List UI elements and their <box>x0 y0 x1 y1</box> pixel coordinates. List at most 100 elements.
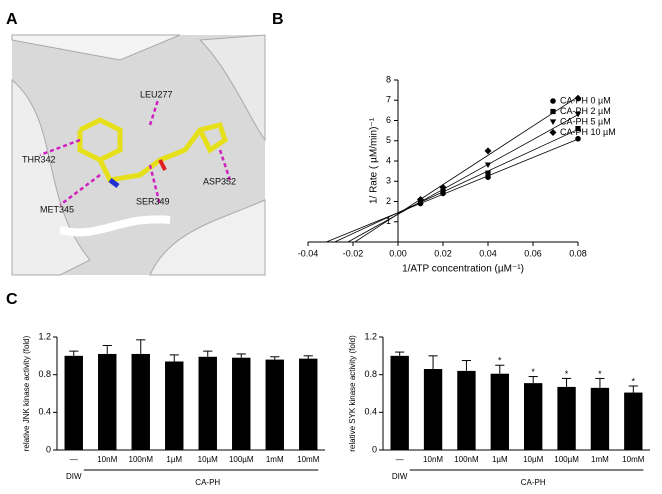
y-tick-label: 0.8 <box>364 369 377 379</box>
x-tick-label: -0.04 <box>298 248 319 258</box>
x-tick-label: 10nM <box>423 455 443 464</box>
panel-label: A <box>6 11 18 28</box>
bar <box>423 369 443 450</box>
residue-label: LEU277 <box>140 89 173 99</box>
bar <box>624 392 643 450</box>
point <box>574 111 582 118</box>
x-axis-label: 1/ATP concentration (µM⁻¹) <box>402 264 524 275</box>
y-axis-label: 1/ Rate ( µM/min)⁻¹ <box>369 117 380 204</box>
x-tick-label: 0.06 <box>524 248 542 258</box>
significance-label: * <box>531 367 535 377</box>
bar <box>299 358 318 450</box>
bar <box>490 373 509 450</box>
y-tick-label: 0.4 <box>364 407 377 417</box>
legend-label: CA-PH 10 µM <box>560 127 616 137</box>
bar <box>557 386 576 450</box>
x-tick-label: 10µM <box>198 455 219 464</box>
point <box>485 174 491 180</box>
group-label: DIW <box>392 472 408 481</box>
y-tick-label: 1 <box>386 216 391 226</box>
y-tick-label: 3 <box>386 176 391 186</box>
y-tick-label: 5 <box>386 135 391 145</box>
group-label: CA-PH <box>521 478 546 487</box>
panel-label: B <box>272 11 284 28</box>
bar <box>64 355 83 450</box>
x-tick-label: 10mM <box>297 455 320 464</box>
point <box>485 170 491 176</box>
y-tick-label: 1.2 <box>364 331 377 341</box>
x-tick-label: 0.00 <box>389 248 407 258</box>
y-tick-label: 8 <box>386 74 391 84</box>
y-tick-label: 0 <box>372 444 377 454</box>
y-tick-label: 1.2 <box>38 331 51 341</box>
group-label: CA-PH <box>195 478 220 487</box>
y-tick-label: 2 <box>386 196 391 206</box>
legend-marker <box>550 108 556 115</box>
y-axis-label: relative JNK kinase activity (fold) <box>22 335 31 451</box>
bar <box>165 361 184 450</box>
point <box>575 135 581 142</box>
residue-label: ASP352 <box>203 176 236 186</box>
x-tick-label: 10mM <box>622 455 645 464</box>
x-tick-label: 1mM <box>266 455 284 464</box>
legend-label: CA-PH 2 µM <box>560 106 611 116</box>
point <box>575 126 581 132</box>
significance-label: * <box>632 376 636 386</box>
x-tick-label: 0.04 <box>479 248 497 258</box>
point <box>417 195 424 203</box>
x-tick-label: 100nM <box>129 455 154 464</box>
x-tick-label: 10nM <box>97 455 117 464</box>
legend-marker <box>549 119 557 125</box>
x-tick-label: — <box>70 455 78 464</box>
x-tick-label: 0.08 <box>569 248 587 258</box>
fit-line <box>326 138 579 243</box>
legend-marker <box>550 98 556 104</box>
legend-label: CA-PH 0 µM <box>560 95 611 105</box>
bar <box>232 357 251 450</box>
x-tick-label: 100nM <box>454 455 479 464</box>
x-tick-label: 0.02 <box>434 248 452 258</box>
x-tick-label: 100µM <box>229 455 254 464</box>
group-label: DIW <box>66 472 82 481</box>
legend-marker <box>549 129 557 136</box>
y-tick-label: 4 <box>386 155 391 165</box>
residue-label: THR342 <box>22 154 56 164</box>
fit-line <box>354 96 579 243</box>
significance-label: * <box>565 369 569 379</box>
residue-label: SER349 <box>136 196 170 206</box>
x-tick-label: 10µM <box>523 455 544 464</box>
y-axis-label: relative SYK kinase activity (fold) <box>348 335 357 452</box>
y-tick-label: 7 <box>386 95 391 105</box>
structure-image <box>11 34 266 276</box>
point <box>484 147 492 155</box>
y-tick-label: 0 <box>46 444 51 454</box>
fit-line <box>347 114 579 243</box>
bar <box>131 353 150 450</box>
bar <box>198 356 217 450</box>
point <box>439 183 447 191</box>
x-tick-label: 1mM <box>591 455 609 464</box>
residue-label: MET345 <box>40 204 74 214</box>
significance-label: * <box>598 369 602 379</box>
bar <box>98 353 117 450</box>
x-tick-label: 100µM <box>554 455 579 464</box>
point <box>484 162 492 169</box>
y-tick-label: 0.8 <box>38 369 51 379</box>
x-tick-label: — <box>396 455 404 464</box>
bar <box>524 383 543 450</box>
x-tick-label: 1µM <box>166 455 182 464</box>
legend-label: CA-PH 5 µM <box>560 116 611 126</box>
bar <box>265 359 284 450</box>
x-tick-label: -0.02 <box>343 248 364 258</box>
bar <box>457 370 476 450</box>
panel-label: C <box>6 291 18 308</box>
y-tick-label: 0.4 <box>38 407 51 417</box>
point <box>574 94 582 102</box>
y-tick-label: 6 <box>386 115 391 125</box>
fit-line <box>334 129 579 243</box>
bar <box>590 387 610 450</box>
bar <box>390 355 409 450</box>
significance-label: * <box>498 356 502 366</box>
x-tick-label: 1µM <box>492 455 508 464</box>
